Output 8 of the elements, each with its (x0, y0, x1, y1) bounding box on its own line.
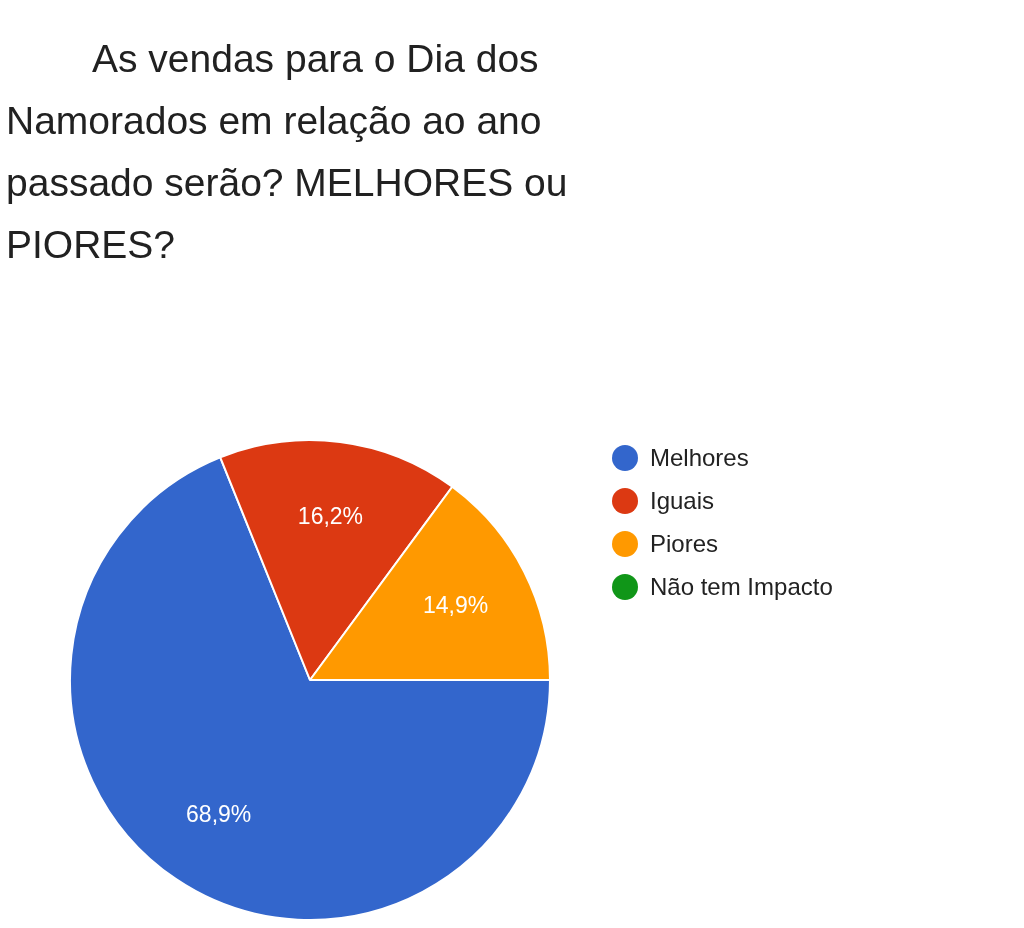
chart-title: As vendas para o Dia dos Namorados em relação ao ano passado serão? MELHORES ou PIORES? (6, 36, 569, 268)
data-label: 68,9% (186, 800, 252, 827)
data-label: 14,9% (423, 591, 489, 618)
data-label: 16,2% (297, 503, 364, 530)
legend-label: Iguais (650, 486, 715, 515)
legend-label: Não tem Impacto (650, 572, 833, 601)
legend-label: Melhores (650, 443, 749, 472)
legend-label: Piores (650, 529, 719, 558)
